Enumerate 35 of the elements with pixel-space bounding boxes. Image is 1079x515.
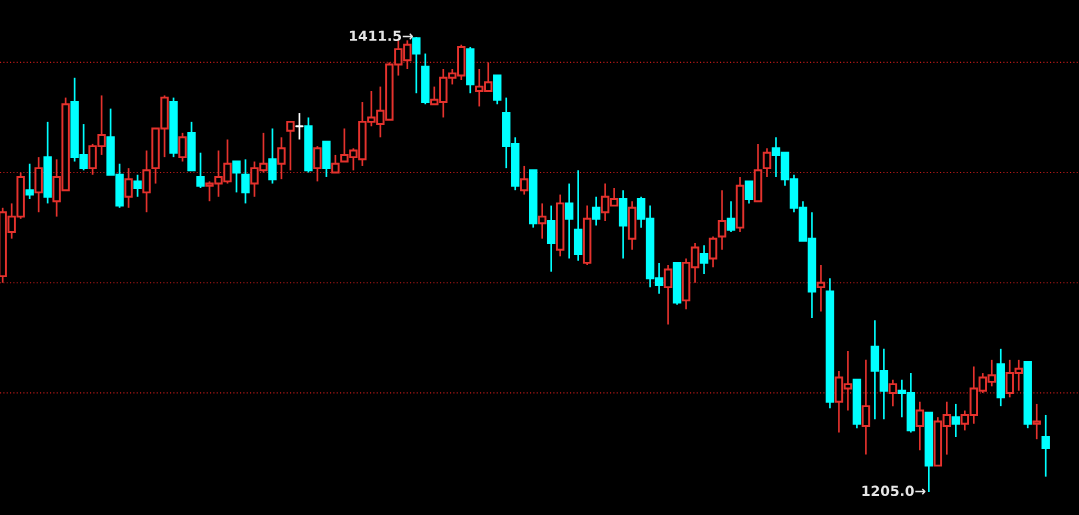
candlestick [564, 182, 574, 260]
candlestick [520, 165, 529, 196]
candlestick [25, 162, 34, 200]
candlestick [241, 158, 250, 205]
candlestick [708, 235, 718, 269]
candlestick [295, 112, 304, 141]
annotation: 1411.5→ [349, 30, 413, 42]
candlestick [663, 264, 673, 326]
candlestick [142, 149, 151, 214]
candlestick [717, 189, 727, 251]
candlestick [591, 195, 601, 227]
candlestick [546, 204, 556, 273]
candlestick [412, 36, 421, 95]
candlestick [888, 378, 898, 407]
candlestick [915, 400, 925, 452]
annotation: 1205.0→ [862, 485, 926, 497]
candlestick [1041, 414, 1050, 478]
candlestick [762, 147, 772, 178]
candlestick [178, 132, 187, 163]
candlestick [816, 264, 826, 313]
candlestick [537, 202, 547, 240]
candlestick [313, 145, 322, 183]
candlestick [124, 167, 133, 209]
candlestick [699, 244, 709, 275]
candlestick [196, 151, 205, 189]
candlestick [726, 200, 736, 233]
candlestick [232, 160, 241, 194]
candlestick [268, 127, 277, 185]
candlestick [951, 403, 961, 438]
candlestick [861, 359, 871, 456]
candlestick [286, 120, 295, 172]
candlestick [133, 173, 142, 198]
candlestick [277, 136, 286, 180]
candlestick [1032, 403, 1041, 441]
candlestick [744, 180, 754, 205]
